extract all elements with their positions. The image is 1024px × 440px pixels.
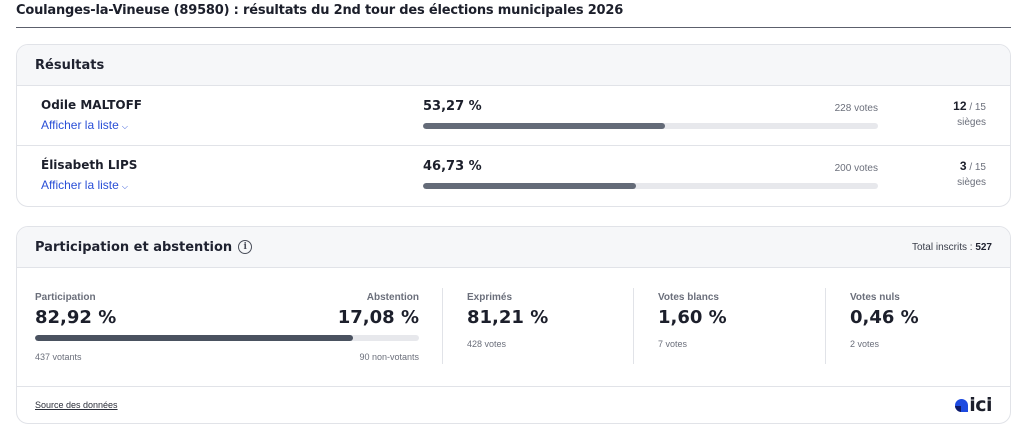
seats: 12 / 15 sièges [953, 99, 986, 128]
show-list-label: Afficher la liste [41, 178, 119, 192]
abstention-value: 17,08 % [337, 307, 419, 328]
show-list-link[interactable]: Afficher la liste ⌵ [41, 118, 128, 132]
ici-logo: ici [955, 393, 992, 416]
total-value: 527 [975, 241, 992, 253]
stat-column-blancs: Votes blancs 1,60 % 7 votes [633, 288, 727, 364]
participation-title: Participation et abstention [35, 239, 233, 255]
show-list-label: Afficher la liste [41, 118, 119, 132]
show-list-link[interactable]: Afficher la liste ⌵ [41, 178, 128, 192]
seats-total: / 15 [969, 162, 986, 173]
stat-column-nuls: Votes nuls 0,46 % 2 votes [825, 288, 919, 364]
stat-column-exprimes: Exprimés 81,21 % 428 votes [442, 288, 548, 364]
stat-label: Votes nuls [850, 292, 900, 303]
candidate-progress-fill [423, 183, 636, 189]
seats-label: sièges [957, 117, 986, 128]
total-registered: Total inscrits : 527 [912, 242, 992, 253]
page-title: Coulanges-la-Vineuse (89580) : résultats… [16, 2, 1011, 28]
participation-header: Participation et abstention i Total insc… [17, 227, 1010, 268]
candidate-row: Élisabeth LIPS Afficher la liste ⌵ 46,73 … [17, 146, 1010, 206]
stat-sub: 2 votes [850, 339, 880, 349]
candidate-votes: 200 votes [834, 163, 878, 174]
chevron-down-icon: ⌵ [121, 182, 128, 191]
candidate-percent: 46,73 % [423, 159, 482, 174]
stat-label: Exprimés [467, 292, 513, 303]
abstention-label: Abstention [366, 292, 419, 303]
seats: 3 / 15 sièges [957, 159, 986, 188]
results-header: Résultats [17, 45, 1010, 86]
candidate-votes: 228 votes [834, 103, 878, 114]
stats-row: Participation 82,92 % Abstention 17,08 %… [17, 268, 1010, 387]
chevron-down-icon: ⌵ [121, 122, 128, 131]
candidate-name: Odile MALTOFF [41, 98, 143, 112]
participation-card: Participation et abstention i Total insc… [16, 226, 1011, 424]
participation-progress-bar [35, 335, 419, 341]
seats-total: / 15 [969, 102, 986, 113]
seats-label: sièges [957, 177, 986, 188]
candidate-progress-fill [423, 123, 666, 129]
stat-value: 0,46 % [850, 307, 919, 328]
seats-won: 3 [959, 159, 967, 173]
stat-sub: 428 votes [467, 339, 507, 349]
candidate-percent: 53,27 % [423, 99, 482, 114]
total-label: Total inscrits : [911, 241, 976, 253]
logo-text: ici [969, 393, 992, 416]
votants-count: 437 votants [35, 352, 82, 362]
logo-mark-icon [955, 398, 969, 412]
stat-label: Votes blancs [658, 292, 719, 303]
results-title: Résultats [35, 57, 105, 73]
participation-label: Participation [35, 292, 96, 303]
info-icon[interactable]: i [238, 240, 253, 254]
candidate-progress-bar [423, 183, 878, 189]
seats-won: 12 [953, 99, 967, 113]
stat-value: 1,60 % [658, 307, 727, 328]
stat-value: 81,21 % [467, 307, 549, 328]
participation-value: 82,92 % [35, 307, 117, 328]
card-footer: Source des données ici [17, 387, 1010, 423]
data-source-link[interactable]: Source des données [35, 400, 118, 410]
candidate-progress-bar [423, 123, 878, 129]
participation-block: Participation 82,92 % Abstention 17,08 %… [35, 292, 419, 362]
candidate-row: Odile MALTOFF Afficher la liste ⌵ 53,27 %… [17, 86, 1010, 146]
participation-progress-fill [35, 335, 354, 341]
stat-sub: 7 votes [658, 339, 688, 349]
candidate-name: Élisabeth LIPS [41, 158, 138, 172]
non-votants-count: 90 non-votants [359, 352, 419, 362]
results-card: Résultats Odile MALTOFF Afficher la list… [16, 44, 1011, 207]
